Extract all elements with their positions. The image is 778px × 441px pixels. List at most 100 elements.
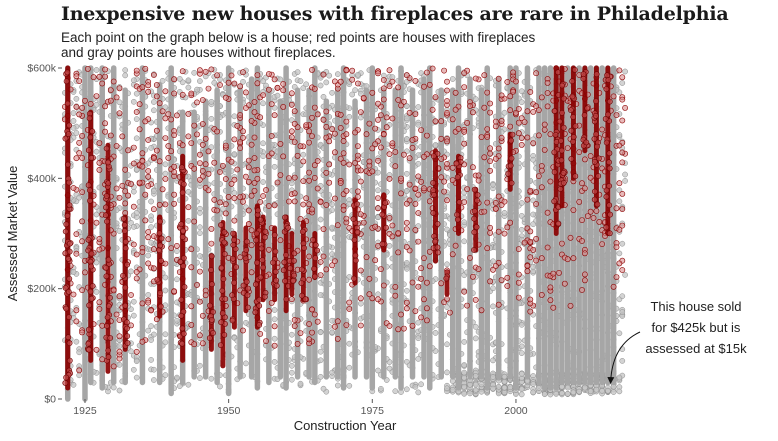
- point-fireplace: [202, 135, 209, 142]
- point-no-fireplace: [329, 224, 335, 231]
- point-fireplace: [421, 255, 427, 261]
- point-no-fireplace: [151, 188, 157, 194]
- point-fireplace: [220, 276, 227, 282]
- point-no-fireplace: [260, 153, 266, 160]
- point-fireplace: [120, 272, 126, 279]
- point-fireplace: [257, 330, 264, 337]
- point-fireplace: [145, 82, 152, 89]
- point-fireplace: [105, 256, 112, 263]
- point-fireplace: [430, 210, 437, 216]
- point-fireplace: [533, 201, 539, 207]
- point-fireplace: [481, 104, 488, 111]
- point-no-fireplace: [461, 383, 468, 390]
- point-fireplace: [102, 128, 108, 135]
- point-no-fireplace: [133, 135, 140, 142]
- point-fireplace: [171, 191, 177, 198]
- point-fireplace: [222, 142, 229, 149]
- point-no-fireplace: [130, 77, 137, 84]
- point-no-fireplace: [619, 358, 626, 364]
- point-no-fireplace: [297, 380, 304, 387]
- point-fireplace: [604, 72, 610, 79]
- point-no-fireplace: [418, 381, 424, 388]
- point-no-fireplace: [329, 251, 335, 257]
- point-fireplace: [314, 185, 321, 192]
- point-fireplace: [106, 303, 112, 309]
- point-fireplace: [613, 274, 620, 280]
- point-fireplace: [510, 69, 516, 76]
- point-fireplace: [179, 142, 186, 149]
- point-fireplace: [495, 301, 502, 308]
- point-fireplace: [530, 140, 537, 146]
- point-fireplace: [280, 104, 287, 110]
- point-fireplace: [587, 174, 594, 181]
- point-fireplace: [265, 86, 272, 93]
- point-fireplace: [515, 119, 522, 126]
- point-fireplace: [179, 325, 186, 332]
- point-fireplace: [504, 79, 511, 85]
- point-no-fireplace: [162, 274, 169, 281]
- point-fireplace: [179, 340, 185, 347]
- point-fireplace: [116, 293, 123, 300]
- point-fireplace: [560, 169, 567, 176]
- point-fireplace: [418, 314, 424, 321]
- point-fireplace: [86, 302, 92, 309]
- point-fireplace: [88, 154, 95, 161]
- point-fireplace: [96, 299, 103, 306]
- chart-subtitle: Each point on the graph below is a house…: [61, 30, 581, 60]
- point-fireplace: [306, 253, 312, 260]
- point-no-fireplace: [444, 261, 450, 268]
- point-no-fireplace: [240, 78, 246, 85]
- point-no-fireplace: [73, 95, 80, 102]
- point-fireplace: [128, 181, 134, 187]
- point-fireplace: [283, 296, 290, 303]
- point-no-fireplace: [260, 179, 266, 185]
- point-fireplace: [558, 137, 564, 144]
- point-no-fireplace: [231, 113, 238, 120]
- point-fireplace: [412, 200, 419, 207]
- point-fireplace: [178, 221, 185, 228]
- point-fireplace: [254, 207, 261, 214]
- point-fireplace: [421, 83, 427, 90]
- point-fireplace: [219, 310, 226, 317]
- point-fireplace: [379, 241, 386, 247]
- point-fireplace: [302, 296, 309, 303]
- point-fireplace: [271, 323, 278, 330]
- point-no-fireplace: [116, 343, 123, 350]
- point-fireplace: [96, 159, 103, 166]
- point-fireplace: [354, 152, 361, 159]
- point-fireplace: [323, 108, 330, 115]
- point-fireplace: [265, 203, 272, 209]
- point-fireplace: [438, 280, 445, 287]
- point-fireplace: [558, 147, 565, 154]
- point-fireplace: [478, 307, 485, 314]
- point-fireplace: [613, 205, 620, 212]
- point-fireplace: [265, 71, 272, 77]
- point-fireplace: [472, 75, 479, 82]
- point-no-fireplace: [329, 89, 335, 96]
- point-fireplace: [248, 141, 255, 148]
- point-no-fireplace: [162, 170, 169, 177]
- point-no-fireplace: [501, 109, 508, 116]
- point-fireplace: [461, 140, 468, 147]
- point-no-fireplace: [323, 79, 330, 86]
- point-fireplace: [272, 268, 279, 275]
- point-fireplace: [406, 181, 413, 188]
- point-fireplace: [320, 253, 327, 260]
- point-fireplace: [282, 278, 288, 284]
- point-fireplace: [99, 80, 106, 87]
- point-fireplace: [474, 192, 481, 198]
- point-fireplace: [133, 251, 140, 258]
- point-fireplace: [288, 296, 295, 303]
- point-fireplace: [619, 206, 626, 212]
- point-fireplace: [438, 135, 445, 142]
- point-fireplace: [580, 75, 587, 82]
- point-fireplace: [444, 138, 450, 145]
- point-no-fireplace: [599, 388, 605, 394]
- point-no-fireplace: [231, 151, 238, 157]
- point-no-fireplace: [174, 374, 180, 381]
- point-fireplace: [406, 109, 413, 116]
- point-fireplace: [312, 255, 319, 261]
- point-fireplace: [76, 111, 83, 118]
- point-fireplace: [389, 140, 396, 147]
- point-no-fireplace: [403, 115, 410, 122]
